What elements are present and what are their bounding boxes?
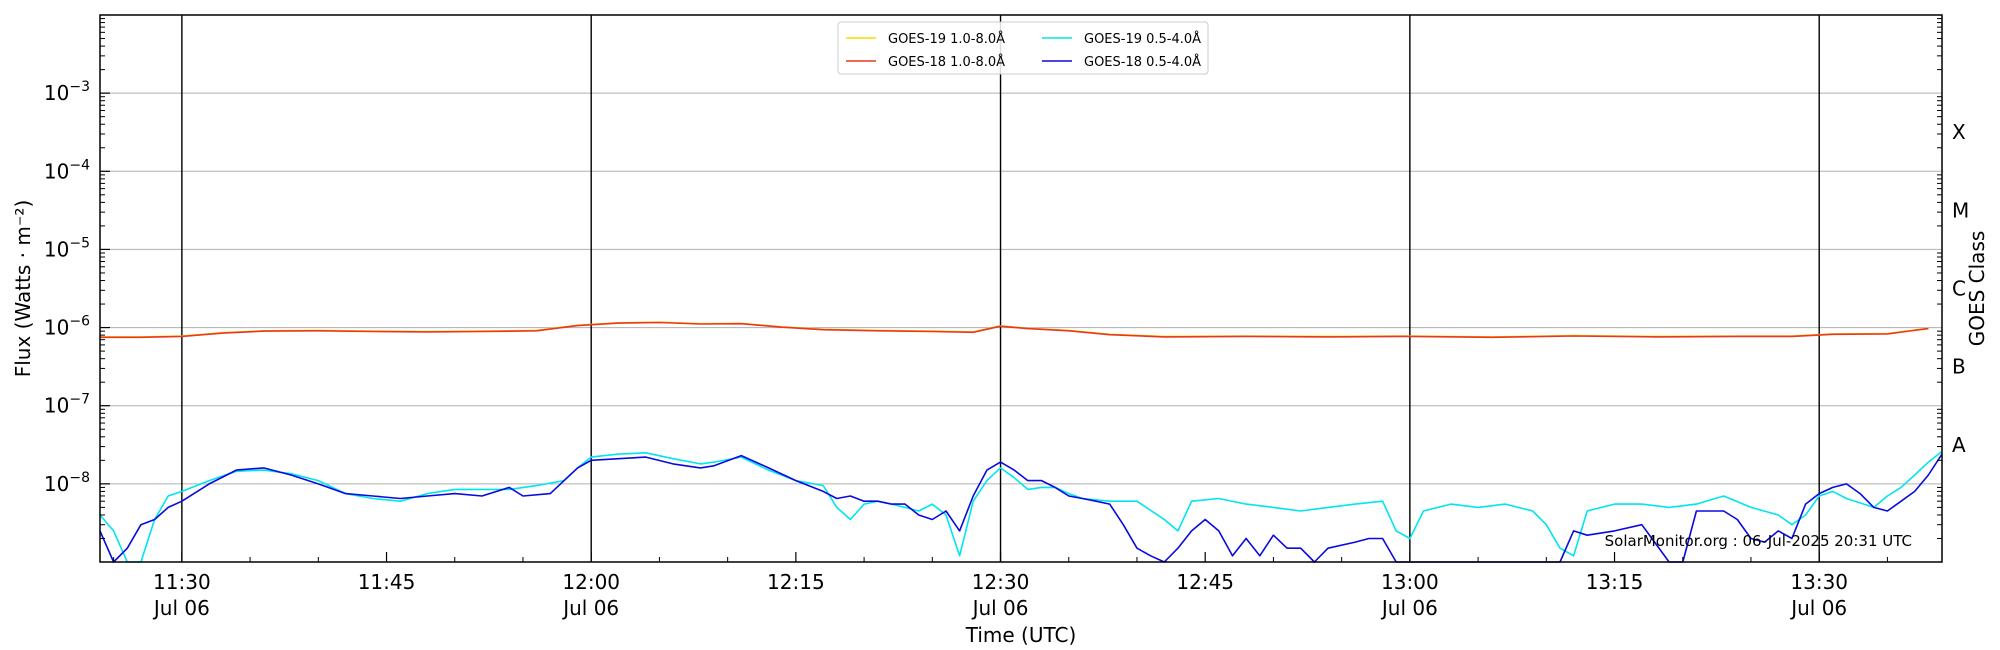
y-tick-label: 10−4: [44, 157, 90, 183]
x-tick-label: 12:00: [562, 570, 620, 594]
y-tick-label: 10−5: [44, 235, 90, 261]
x-tick-label: 12:45: [1176, 570, 1234, 594]
day-marker-lines: [181, 15, 1820, 562]
x-tick-date-label: Jul 06: [561, 596, 619, 620]
series-line-3: [99, 450, 1943, 563]
legend: GOES-19 1.0-8.0Å GOES-18 1.0-8.0Å GOES-19 …: [837, 21, 1209, 75]
goes-class-label: C: [1952, 277, 1966, 301]
x-axis-title: Time (UTC): [965, 623, 1077, 647]
goes-class-label: B: [1952, 355, 1966, 379]
series-line-2: [100, 321, 1929, 339]
x-tick-label: 13:30: [1790, 570, 1848, 594]
x-tick-label: 11:45: [358, 570, 416, 594]
axis-ticks: [100, 18, 1942, 562]
y-tick-label: 10−6: [44, 314, 90, 340]
series-line-1: [100, 321, 1929, 338]
y-tick-label: 10−8: [44, 470, 90, 496]
goes-class-label: X: [1952, 120, 1966, 144]
y-tick-label: 10−3: [44, 79, 90, 105]
x-tick-date-label: Jul 06: [1789, 596, 1847, 620]
legend-box: [837, 21, 1209, 75]
series-layer: [99, 321, 1943, 563]
legend-entry-label: GOES-18 0.5-4.0Å: [1084, 54, 1201, 70]
x-tick-date-label: Jul 06: [971, 596, 1029, 620]
x-tick-label: 12:15: [767, 570, 825, 594]
x-tick-date-label: Jul 06: [1380, 596, 1438, 620]
solarmonitor-annotation: SolarMonitor.org : 06-Jul-2025 20:31 UTC: [1605, 532, 1912, 550]
legend-entry-label: GOES-18 1.0-8.0Å: [888, 54, 1005, 70]
goes-class-label: A: [1952, 433, 1966, 457]
x-tick-label: 13:00: [1381, 570, 1439, 594]
y-axis-title: Flux (Watts · m⁻²): [11, 200, 35, 378]
x-tick-label: 11:30: [153, 570, 211, 594]
x-tick-label: 13:15: [1586, 570, 1644, 594]
goes-class-label: M: [1952, 198, 1969, 222]
goes-class-axis-title: GOES Class: [1965, 231, 1989, 347]
series-line-4: [99, 453, 1943, 563]
plot-frame: [99, 14, 1943, 563]
y-tick-label: 10−7: [44, 392, 90, 418]
x-tick-label: 12:30: [972, 570, 1030, 594]
x-tick-date-label: Jul 06: [152, 596, 210, 620]
legend-entry-label: GOES-19 1.0-8.0Å: [888, 31, 1005, 47]
legend-entry-label: GOES-19 0.5-4.0Å: [1084, 31, 1201, 47]
grid-layer: [100, 92, 1942, 485]
